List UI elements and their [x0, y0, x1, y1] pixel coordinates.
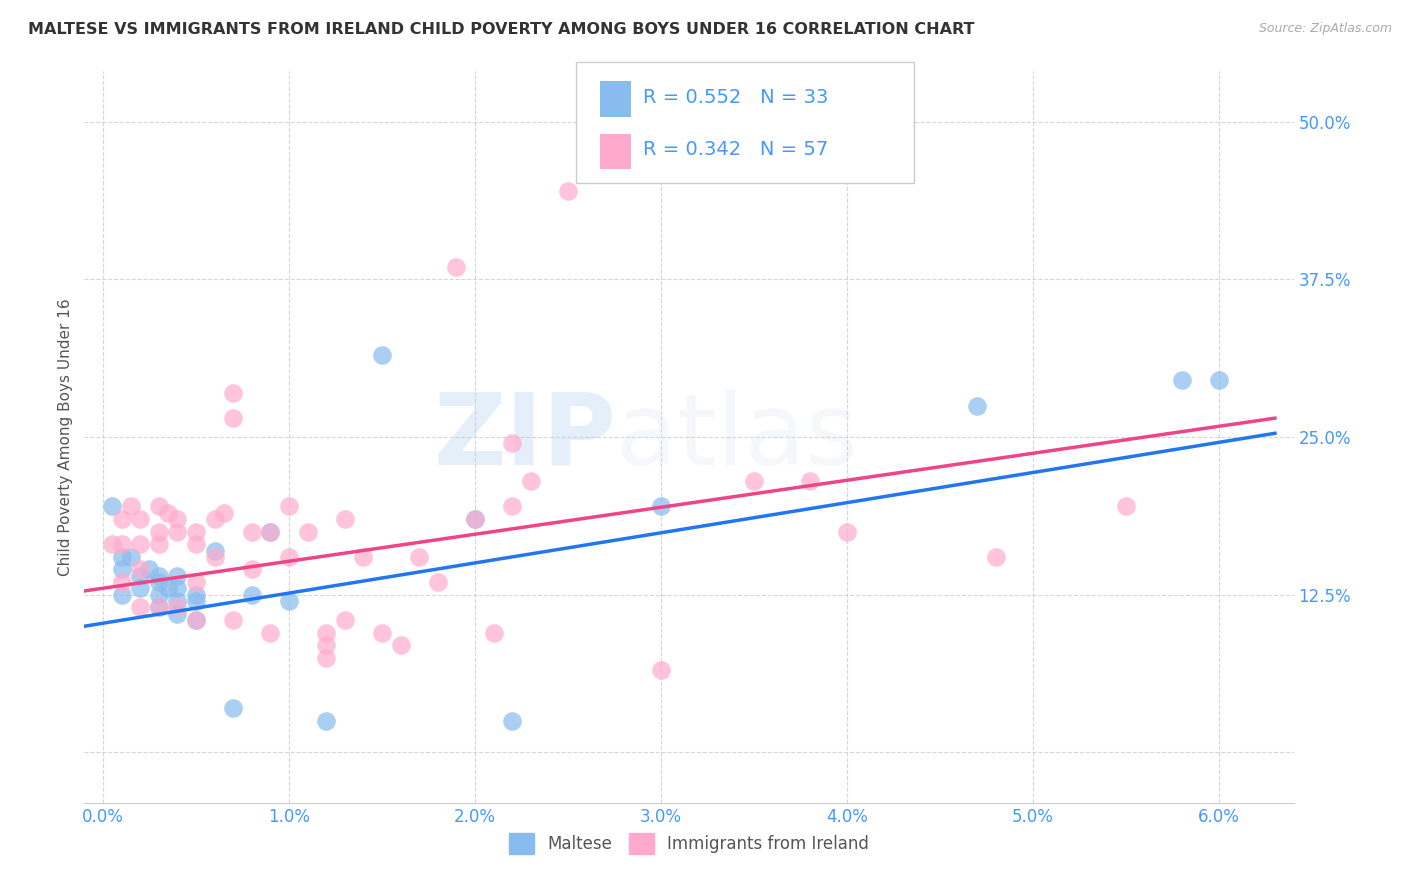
Point: [333, 613, 356, 627]
Point: [166, 524, 188, 539]
Point: [297, 524, 319, 539]
Point: [110, 575, 132, 590]
Point: [222, 701, 245, 715]
Point: [110, 537, 132, 551]
Point: [315, 638, 337, 652]
Point: [166, 512, 188, 526]
Point: [278, 549, 301, 564]
Point: [464, 512, 486, 526]
Text: MALTESE VS IMMIGRANTS FROM IRELAND CHILD POVERTY AMONG BOYS UNDER 16 CORRELATION: MALTESE VS IMMIGRANTS FROM IRELAND CHILD…: [28, 22, 974, 37]
Point: [110, 549, 132, 564]
Point: [278, 594, 301, 608]
Point: [166, 600, 188, 615]
Point: [166, 607, 188, 621]
Point: [371, 625, 394, 640]
Point: [650, 664, 672, 678]
Point: [315, 714, 337, 728]
Point: [204, 543, 226, 558]
Text: atlas: atlas: [616, 389, 858, 485]
Point: [520, 474, 543, 488]
Point: [222, 411, 245, 425]
Point: [120, 500, 142, 514]
Point: [1208, 373, 1230, 387]
Point: [371, 348, 394, 362]
Point: [184, 594, 207, 608]
Point: [650, 500, 672, 514]
Point: [138, 562, 160, 576]
Point: [129, 569, 152, 583]
Point: [166, 569, 188, 583]
Point: [166, 582, 188, 596]
Text: R = 0.342   N = 57: R = 0.342 N = 57: [643, 140, 828, 159]
Point: [157, 582, 180, 596]
Point: [166, 594, 188, 608]
Point: [129, 512, 152, 526]
Point: [184, 588, 207, 602]
Point: [184, 524, 207, 539]
Point: [315, 625, 337, 640]
Point: [212, 506, 235, 520]
Point: [110, 588, 132, 602]
Point: [184, 537, 207, 551]
Point: [278, 500, 301, 514]
Point: [742, 474, 765, 488]
Point: [184, 613, 207, 627]
Point: [129, 562, 152, 576]
Point: [240, 588, 263, 602]
Point: [1115, 500, 1137, 514]
Point: [129, 600, 152, 615]
Point: [259, 524, 281, 539]
Point: [240, 524, 263, 539]
Point: [101, 537, 124, 551]
Point: [148, 575, 170, 590]
Point: [501, 436, 523, 450]
Point: [148, 500, 170, 514]
Y-axis label: Child Poverty Among Boys Under 16: Child Poverty Among Boys Under 16: [58, 298, 73, 576]
Point: [333, 512, 356, 526]
Text: Source: ZipAtlas.com: Source: ZipAtlas.com: [1258, 22, 1392, 36]
Legend: Maltese, Immigrants from Ireland: Maltese, Immigrants from Ireland: [502, 827, 876, 860]
Point: [501, 714, 523, 728]
Point: [259, 625, 281, 640]
Point: [222, 613, 245, 627]
Point: [148, 569, 170, 583]
Point: [984, 549, 1007, 564]
Text: ZIP: ZIP: [433, 389, 616, 485]
Point: [148, 537, 170, 551]
Point: [148, 588, 170, 602]
Point: [204, 549, 226, 564]
Point: [110, 512, 132, 526]
Point: [148, 600, 170, 615]
Point: [120, 549, 142, 564]
Point: [148, 524, 170, 539]
Point: [129, 582, 152, 596]
Point: [259, 524, 281, 539]
Point: [184, 613, 207, 627]
Point: [464, 512, 486, 526]
Point: [1171, 373, 1194, 387]
Text: R = 0.552   N = 33: R = 0.552 N = 33: [643, 87, 828, 106]
Point: [184, 575, 207, 590]
Point: [222, 386, 245, 401]
Point: [835, 524, 858, 539]
Point: [148, 600, 170, 615]
Point: [389, 638, 412, 652]
Point: [966, 399, 988, 413]
Point: [446, 260, 468, 274]
Point: [799, 474, 821, 488]
Point: [101, 500, 124, 514]
Point: [501, 500, 523, 514]
Point: [204, 512, 226, 526]
Point: [129, 537, 152, 551]
Point: [110, 562, 132, 576]
Point: [240, 562, 263, 576]
Point: [482, 625, 505, 640]
Point: [408, 549, 430, 564]
Point: [352, 549, 374, 564]
Point: [426, 575, 449, 590]
Point: [157, 506, 180, 520]
Point: [315, 650, 337, 665]
Point: [557, 184, 579, 198]
